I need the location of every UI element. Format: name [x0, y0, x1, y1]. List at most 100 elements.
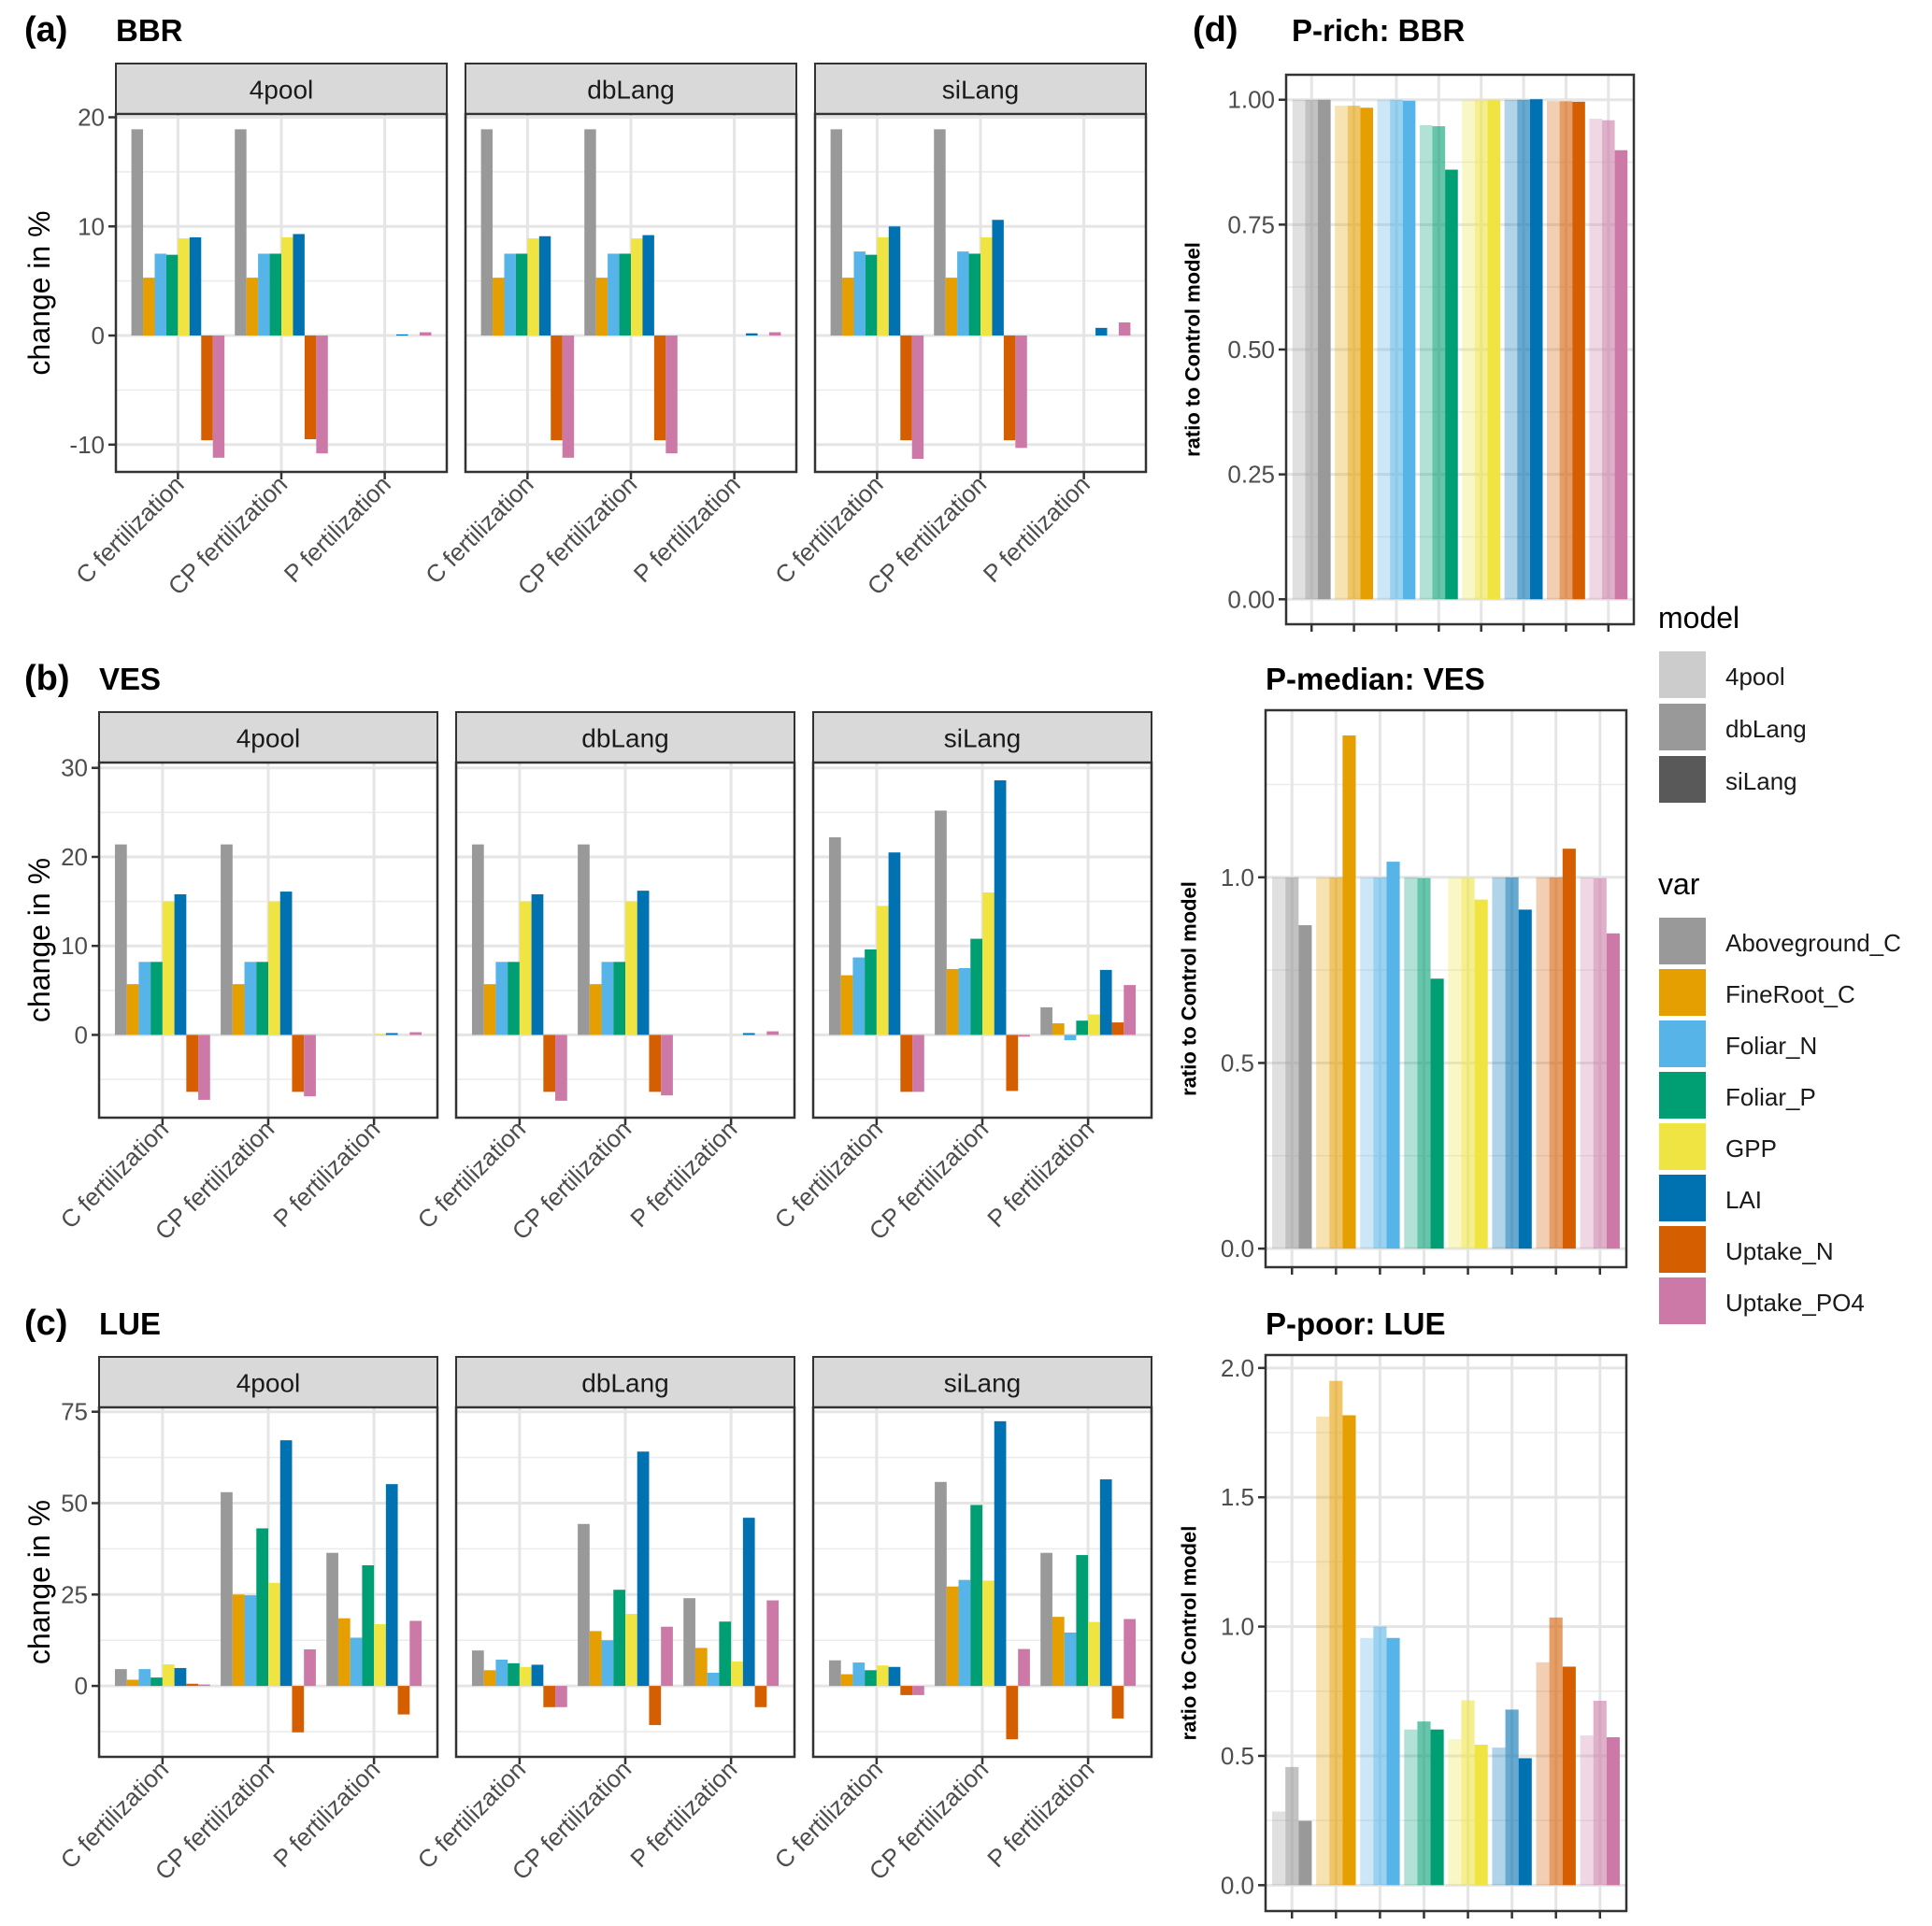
bar-fineroot-c: [337, 1618, 351, 1687]
bar-gpp: [982, 1580, 995, 1687]
bar-foliar-p: [362, 1565, 375, 1687]
panel-title: P-median: VES: [1266, 662, 1485, 696]
panel-title: P-poor: LUE: [1266, 1306, 1445, 1341]
bar-foliar-p: [269, 253, 281, 336]
bar-lai-silang: [1518, 909, 1532, 1249]
bar-foliar-p: [970, 938, 982, 1035]
bar-fineroot-c-silang: [1342, 1415, 1356, 1886]
bar-foliar-p-silang: [1430, 978, 1444, 1249]
y-tick-label: 0: [75, 1020, 88, 1049]
bar-uptake-n: [900, 335, 912, 441]
y-tick-label: 50: [61, 1489, 88, 1517]
bar-foliar-p: [613, 962, 625, 1035]
bar-foliar-n: [244, 962, 257, 1035]
bar-lai: [279, 1440, 293, 1687]
bar-foliar-n: [495, 962, 508, 1035]
bar-uptake-po4: [768, 332, 781, 336]
bar-gpp-silang: [1474, 1745, 1488, 1886]
bar-gpp: [625, 1614, 637, 1687]
bar-lai: [189, 236, 202, 336]
bar-aboveground-c-4pool: [1272, 1811, 1286, 1886]
bar-fineroot-c: [232, 984, 245, 1035]
bar-aboveground-c: [935, 1481, 947, 1687]
bar-uptake-po4: [409, 1620, 422, 1687]
bar-foliar-n: [138, 1669, 151, 1687]
bar-fineroot-c: [946, 1586, 959, 1687]
bar-uptake-po4: [562, 335, 575, 458]
facet-strip-label: dbLang: [581, 724, 668, 753]
legend-swatch-dblang: [1659, 704, 1706, 750]
bar-gpp: [876, 1665, 889, 1687]
bar-fineroot-c: [946, 968, 959, 1035]
bar-uptake-n: [649, 1034, 662, 1092]
bar-uptake-po4: [409, 1032, 422, 1035]
x-tick-label: C fertilization: [55, 1115, 174, 1234]
bar-lai: [637, 1451, 650, 1687]
y-tick-label: 0: [75, 1672, 88, 1700]
y-axis-label: change in %: [22, 1500, 56, 1664]
facet-strip: [812, 1356, 1152, 1408]
bar-uptake-po4: [1018, 1034, 1030, 1037]
y-tick-label: 20: [61, 843, 88, 871]
y-tick-label: 0.25: [1227, 461, 1275, 489]
bar-foliar-p: [719, 1621, 732, 1687]
bar-foliar-p-dblang: [1417, 1721, 1431, 1886]
bar-uptake-po4: [1018, 1648, 1030, 1687]
bar-gpp: [1088, 1621, 1100, 1687]
bar-uptake-po4: [665, 335, 678, 454]
bar-uptake-po4: [304, 1648, 316, 1687]
bar-uptake-n-silang: [1572, 101, 1585, 600]
facet-strip-label: siLang: [944, 724, 1022, 753]
bar-aboveground-c: [235, 129, 247, 336]
bar-uptake-po4: [912, 1686, 924, 1695]
bar-uptake-n-silang: [1562, 849, 1576, 1249]
bar-uptake-po4: [555, 1686, 567, 1707]
bar-foliar-p: [1076, 1020, 1089, 1035]
bar-fineroot-c: [1052, 1617, 1065, 1687]
y-tick-label: 0.50: [1227, 335, 1275, 364]
bar-uptake-n: [543, 1686, 556, 1707]
bar-foliar-p: [508, 962, 520, 1035]
y-tick-label: 25: [61, 1580, 88, 1608]
legend-swatch-uptake-n: [1659, 1226, 1706, 1273]
bar-fineroot-c-4pool: [1316, 877, 1330, 1249]
bar-lai: [888, 1666, 901, 1687]
bar-uptake-po4: [555, 1034, 567, 1101]
bar-uptake-n: [754, 1686, 767, 1707]
bar-lai: [1099, 969, 1112, 1035]
bar-aboveground-c-silang: [1298, 1820, 1312, 1886]
bar-gpp: [268, 1582, 280, 1687]
bar-lai: [642, 235, 654, 336]
bar-foliar-p: [256, 962, 268, 1035]
bar-foliar-n: [608, 253, 620, 336]
bar-aboveground-c-silang: [1298, 925, 1312, 1249]
panel-title: P-rich: BBR: [1292, 13, 1465, 48]
legend-label: Uptake_PO4: [1725, 1289, 1865, 1317]
bar-foliar-n: [852, 957, 866, 1035]
bar-gpp-silang: [1474, 899, 1488, 1249]
bar-lai-4pool: [1492, 1748, 1506, 1886]
bar-fineroot-c: [483, 1670, 496, 1687]
panel-title: VES: [99, 662, 161, 696]
bar-uptake-n: [1111, 1686, 1124, 1719]
bar-fineroot-c: [246, 278, 259, 336]
x-tick-label: P fertilization: [978, 470, 1095, 588]
facet-strip-label: dbLang: [581, 1369, 668, 1398]
bar-aboveground-c: [584, 129, 596, 336]
facet-strip: [814, 63, 1147, 115]
bar-foliar-n: [957, 251, 969, 336]
bar-uptake-n: [649, 1686, 662, 1725]
bar-foliar-n-4pool: [1377, 99, 1391, 600]
bar-foliar-n: [154, 253, 166, 336]
bar-foliar-n: [601, 962, 614, 1035]
panel-title: BBR: [116, 13, 183, 48]
bar-gpp: [374, 1623, 386, 1687]
bar-gpp: [162, 901, 175, 1035]
bar-gpp: [527, 238, 539, 336]
bar-fineroot-c: [694, 1648, 708, 1687]
y-axis-label: change in %: [22, 210, 56, 375]
legend-label: dbLang: [1725, 715, 1807, 743]
